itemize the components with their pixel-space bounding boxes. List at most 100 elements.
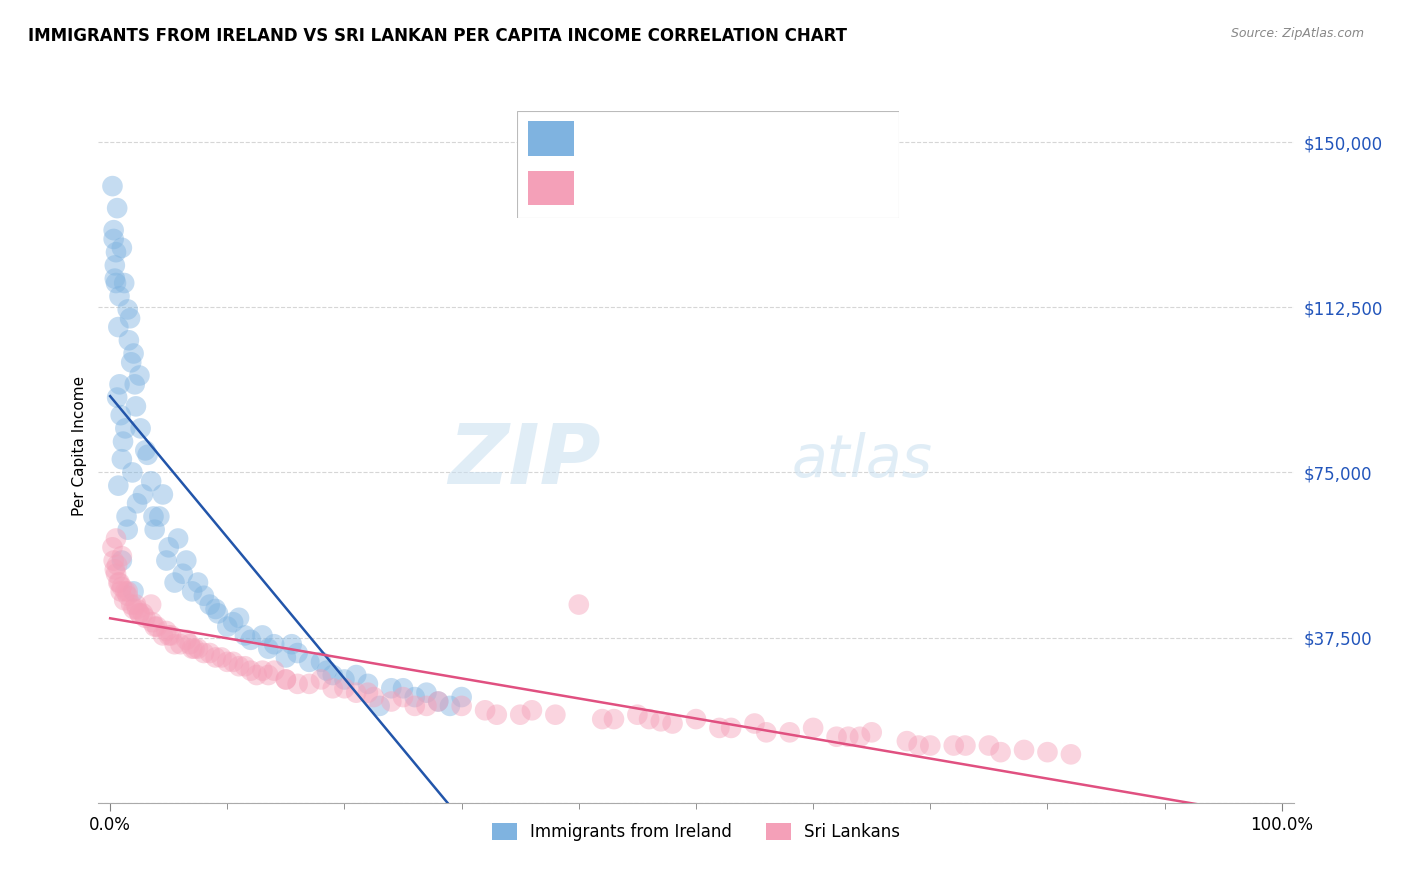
Point bbox=[174, 632, 197, 647]
Point bbox=[146, 619, 169, 633]
Point bbox=[122, 584, 145, 599]
Point bbox=[152, 487, 174, 501]
Point bbox=[357, 686, 380, 700]
Point bbox=[977, 739, 1000, 753]
Point bbox=[198, 646, 221, 660]
Point bbox=[568, 598, 591, 612]
Point bbox=[141, 598, 163, 612]
Point bbox=[252, 664, 274, 678]
Point bbox=[181, 641, 204, 656]
Point bbox=[105, 566, 128, 581]
Text: ZIP: ZIP bbox=[447, 420, 600, 500]
Point bbox=[211, 650, 233, 665]
Point bbox=[368, 698, 391, 713]
Point bbox=[183, 641, 205, 656]
Point bbox=[127, 496, 149, 510]
Point bbox=[101, 179, 124, 194]
Point bbox=[114, 421, 136, 435]
Point bbox=[125, 598, 148, 612]
Point bbox=[122, 346, 145, 360]
Point bbox=[107, 320, 129, 334]
Point bbox=[105, 558, 128, 572]
Point bbox=[152, 628, 174, 642]
Point bbox=[207, 607, 229, 621]
Point bbox=[544, 707, 567, 722]
Point bbox=[720, 721, 742, 735]
Point bbox=[124, 377, 146, 392]
Point bbox=[661, 716, 683, 731]
Point bbox=[105, 245, 128, 260]
Point bbox=[755, 725, 778, 739]
Point bbox=[112, 434, 135, 449]
Point bbox=[105, 276, 128, 290]
Point bbox=[142, 509, 165, 524]
Point bbox=[404, 698, 426, 713]
Point bbox=[127, 602, 149, 616]
Point bbox=[485, 707, 508, 722]
Point bbox=[685, 712, 707, 726]
Point bbox=[134, 443, 156, 458]
Point bbox=[1012, 743, 1035, 757]
Point bbox=[333, 681, 356, 696]
Point bbox=[101, 541, 124, 555]
Point bbox=[392, 681, 415, 696]
Y-axis label: Per Capita Income: Per Capita Income bbox=[72, 376, 87, 516]
Point bbox=[179, 637, 201, 651]
Point bbox=[415, 686, 437, 700]
Point bbox=[111, 241, 134, 255]
Point bbox=[779, 725, 801, 739]
Point bbox=[128, 607, 150, 621]
Point bbox=[228, 611, 250, 625]
Point bbox=[380, 694, 402, 708]
Point bbox=[450, 690, 472, 704]
Point bbox=[709, 721, 731, 735]
Point bbox=[103, 223, 125, 237]
Point bbox=[104, 271, 127, 285]
Point bbox=[105, 391, 128, 405]
Point bbox=[103, 232, 125, 246]
Point bbox=[309, 673, 332, 687]
Point bbox=[163, 575, 186, 590]
Point bbox=[316, 664, 339, 678]
Point bbox=[105, 201, 128, 215]
Point bbox=[907, 739, 929, 753]
Point bbox=[187, 575, 209, 590]
Point bbox=[450, 698, 472, 713]
Point bbox=[132, 487, 155, 501]
Point bbox=[392, 690, 415, 704]
Point bbox=[107, 575, 129, 590]
Point bbox=[103, 553, 125, 567]
Point bbox=[222, 655, 245, 669]
Point bbox=[287, 677, 309, 691]
Point bbox=[520, 703, 543, 717]
Point bbox=[107, 478, 129, 492]
Point bbox=[141, 615, 163, 630]
Point bbox=[298, 677, 321, 691]
Point bbox=[246, 668, 269, 682]
Point bbox=[1036, 745, 1059, 759]
Point bbox=[274, 650, 297, 665]
Point bbox=[141, 475, 163, 489]
Point bbox=[239, 664, 262, 678]
Point bbox=[252, 628, 274, 642]
Point bbox=[128, 368, 150, 383]
Point bbox=[274, 673, 297, 687]
Point bbox=[228, 659, 250, 673]
Text: Source: ZipAtlas.com: Source: ZipAtlas.com bbox=[1230, 27, 1364, 40]
Point bbox=[181, 584, 204, 599]
Point bbox=[344, 668, 367, 682]
Point bbox=[626, 707, 648, 722]
Point bbox=[257, 668, 280, 682]
Point bbox=[167, 532, 190, 546]
Point bbox=[322, 668, 344, 682]
Point bbox=[744, 716, 766, 731]
Point bbox=[233, 628, 256, 642]
Point bbox=[801, 721, 824, 735]
Point bbox=[105, 532, 128, 546]
Point bbox=[155, 553, 177, 567]
Point bbox=[112, 276, 135, 290]
Point bbox=[112, 593, 135, 607]
Point bbox=[148, 509, 170, 524]
Point bbox=[263, 637, 285, 651]
Point bbox=[990, 745, 1012, 759]
